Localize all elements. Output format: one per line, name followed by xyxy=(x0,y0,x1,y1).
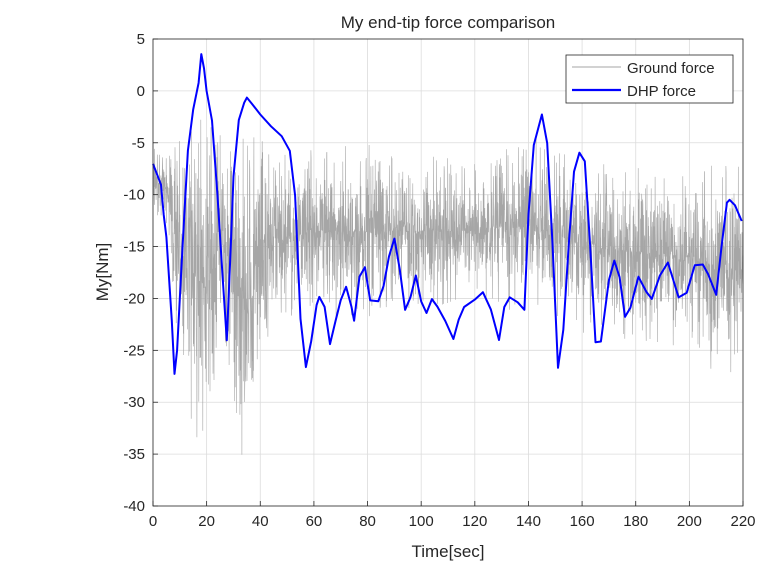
y-tick-label: -20 xyxy=(123,290,145,307)
x-tick-label: 140 xyxy=(516,513,541,530)
y-tick-label: -40 xyxy=(123,498,145,515)
x-tick-label: 0 xyxy=(149,513,157,530)
ground-force-line xyxy=(152,119,744,455)
y-tick-label: -10 xyxy=(123,187,145,204)
legend-label-ground-force: Ground force xyxy=(627,60,715,77)
legend-box xyxy=(565,54,734,104)
y-tick-label: -25 xyxy=(123,342,145,359)
x-tick-label: 80 xyxy=(359,513,376,530)
y-axis-label: My[Nm] xyxy=(93,243,112,302)
x-tick-label: 220 xyxy=(730,513,755,530)
axes-box xyxy=(152,38,744,507)
x-tick-label: 180 xyxy=(623,513,648,530)
legend-label-dhp-force: DHP force xyxy=(627,83,696,100)
x-tick-label: 20 xyxy=(198,513,215,530)
series-ground-force xyxy=(152,119,744,455)
y-tick-label: -15 xyxy=(123,239,145,256)
y-tick-label: -30 xyxy=(123,394,145,411)
dhp-force-line xyxy=(152,53,743,375)
y-tick-label: -35 xyxy=(123,446,145,463)
legend: Ground force DHP force xyxy=(565,54,734,104)
x-axis-label: Time[sec] xyxy=(411,542,484,561)
tick-labels: 0 20 40 60 80 100 120 140 160 180 200 220 5 0 -5 -10 -15… xyxy=(123,31,755,530)
series-dhp-force xyxy=(152,53,743,375)
x-tick-label: 100 xyxy=(409,513,434,530)
x-tick-label: 200 xyxy=(677,513,702,530)
x-tick-label: 160 xyxy=(570,513,595,530)
chart-title: My end-tip force comparison xyxy=(341,13,555,32)
x-tick-label: 40 xyxy=(252,513,269,530)
y-tick-label: 5 xyxy=(137,31,145,48)
y-tick-label: -5 xyxy=(132,135,145,152)
y-tick-label: 0 xyxy=(137,83,145,100)
x-tick-label: 60 xyxy=(306,513,323,530)
x-tick-label: 120 xyxy=(462,513,487,530)
